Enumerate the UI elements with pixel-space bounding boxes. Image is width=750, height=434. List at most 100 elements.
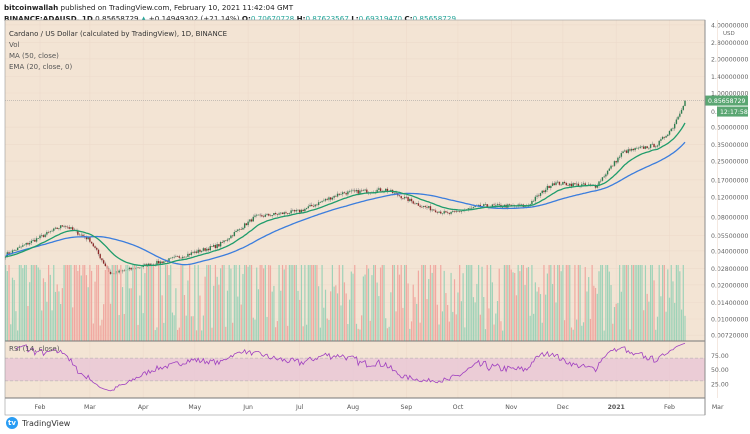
volume-bar	[564, 320, 566, 341]
candle	[531, 201, 533, 205]
volume-bar	[290, 265, 292, 341]
candle	[228, 238, 230, 240]
candle	[440, 211, 442, 214]
volume-bar	[121, 287, 124, 341]
candle	[53, 228, 55, 231]
volume-bar	[576, 319, 578, 341]
volume-bar	[500, 321, 502, 341]
low-label: L:	[351, 14, 359, 23]
volume-bar	[435, 265, 437, 341]
volume-bar	[376, 282, 378, 341]
volume-bar	[232, 322, 234, 341]
candle	[89, 237, 91, 242]
volume-bar	[171, 312, 174, 341]
open-value: 0.70670728	[250, 14, 295, 23]
candle	[213, 245, 215, 247]
volume-bar	[11, 277, 14, 341]
volume-bar	[674, 302, 676, 341]
candle	[637, 147, 640, 149]
volume-bar	[281, 265, 284, 341]
volume-bar	[625, 265, 628, 341]
volume-bar	[242, 273, 244, 341]
volume-bar	[541, 322, 543, 341]
volume-bar	[96, 265, 98, 341]
volume-bar	[574, 265, 576, 341]
volume-bar	[533, 313, 535, 341]
candle	[357, 190, 359, 194]
volume-bar	[250, 265, 253, 341]
candle	[562, 181, 564, 185]
last-price-tag-text: 0.85658729	[708, 98, 745, 105]
candle	[644, 146, 647, 149]
volume-bar	[147, 265, 149, 341]
legend-title: Cardano / US Dollar (calculated by Tradi…	[9, 30, 228, 38]
candle	[286, 213, 289, 214]
candle	[572, 183, 574, 187]
author[interactable]: bitcoinwallah	[4, 3, 59, 12]
volume-bar	[483, 297, 485, 341]
volume-bar	[42, 278, 45, 341]
candle	[347, 191, 349, 195]
volume-bar	[631, 265, 633, 341]
candle	[350, 190, 353, 192]
candle	[8, 252, 10, 254]
candle	[340, 194, 342, 195]
candle	[183, 256, 186, 258]
volume-bar	[639, 265, 641, 341]
price-tick-label: 1.00000000	[711, 91, 748, 98]
volume-bar	[20, 265, 22, 341]
volume-bar	[486, 265, 488, 341]
volume-bar	[369, 320, 371, 341]
candle	[658, 140, 660, 146]
volume-bar	[195, 330, 198, 341]
candle	[421, 206, 423, 208]
candle	[415, 203, 418, 204]
volume-bar	[123, 313, 125, 341]
volume-bar	[226, 290, 229, 341]
volume-bar	[134, 265, 136, 341]
brand: TradingView	[22, 418, 71, 428]
volume-bar	[529, 315, 531, 341]
volume-bar	[562, 265, 564, 341]
volume-bar	[390, 292, 392, 341]
volume-bar	[297, 290, 299, 341]
volume-bar	[149, 265, 151, 341]
candle	[453, 210, 456, 212]
volume-bar	[15, 311, 17, 341]
volume-bar	[498, 268, 500, 341]
volume-bar	[252, 317, 254, 341]
volume-bar	[60, 303, 62, 341]
candle	[651, 143, 654, 145]
volume-bar	[192, 316, 194, 341]
volume-bar	[300, 265, 303, 341]
candle	[355, 190, 358, 192]
price-tick-label: 0.25000000	[711, 159, 748, 166]
candle	[498, 204, 500, 205]
price-chart[interactable]: 4.00000000 2.80000000 2.00000000 1.40000000…	[0, 0, 750, 416]
volume-bar	[5, 265, 7, 341]
volume-bar	[527, 266, 530, 341]
volume-bar	[156, 327, 158, 341]
candle	[667, 134, 669, 136]
candle	[655, 146, 657, 148]
candle	[495, 205, 497, 206]
candle	[386, 188, 389, 192]
volume-bar	[584, 267, 586, 341]
candle	[51, 230, 53, 232]
candle	[656, 145, 659, 147]
volume-bar	[328, 319, 330, 341]
volume-bar	[287, 325, 289, 341]
candle	[589, 184, 592, 186]
volume-bar	[665, 311, 667, 341]
volume-bar	[594, 287, 597, 341]
candle	[39, 235, 41, 239]
candle	[617, 157, 619, 163]
candle	[49, 231, 52, 233]
volume-bar	[543, 265, 545, 341]
candle	[262, 216, 265, 217]
candle	[168, 258, 170, 262]
candle	[34, 239, 36, 242]
candle	[197, 249, 199, 253]
volume-bar	[546, 273, 548, 341]
candle	[400, 196, 402, 199]
